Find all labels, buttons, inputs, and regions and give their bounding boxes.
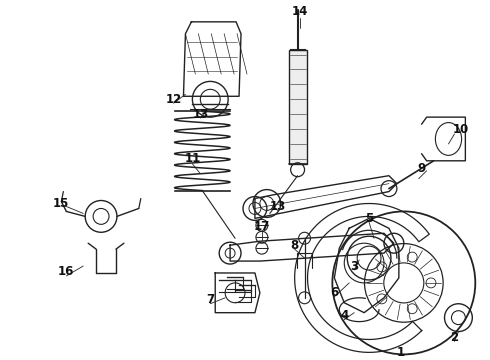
Text: 1: 1 bbox=[397, 346, 405, 359]
Text: 12: 12 bbox=[166, 93, 182, 106]
Text: 9: 9 bbox=[417, 162, 426, 175]
Text: 10: 10 bbox=[452, 122, 468, 136]
Text: 8: 8 bbox=[291, 239, 299, 252]
Bar bbox=[289, 50, 307, 164]
Text: 16: 16 bbox=[58, 265, 74, 279]
Text: 14: 14 bbox=[292, 5, 308, 18]
Text: 6: 6 bbox=[330, 286, 339, 299]
Text: 4: 4 bbox=[340, 309, 348, 322]
Text: 15: 15 bbox=[53, 197, 70, 210]
Text: 13: 13 bbox=[192, 108, 208, 121]
Text: 5: 5 bbox=[365, 212, 373, 225]
Text: 3: 3 bbox=[350, 260, 358, 273]
Text: 13: 13 bbox=[270, 200, 286, 213]
Text: 11: 11 bbox=[184, 152, 200, 165]
Text: 7: 7 bbox=[206, 293, 214, 306]
Text: 2: 2 bbox=[450, 331, 459, 344]
Text: 17: 17 bbox=[254, 220, 270, 233]
